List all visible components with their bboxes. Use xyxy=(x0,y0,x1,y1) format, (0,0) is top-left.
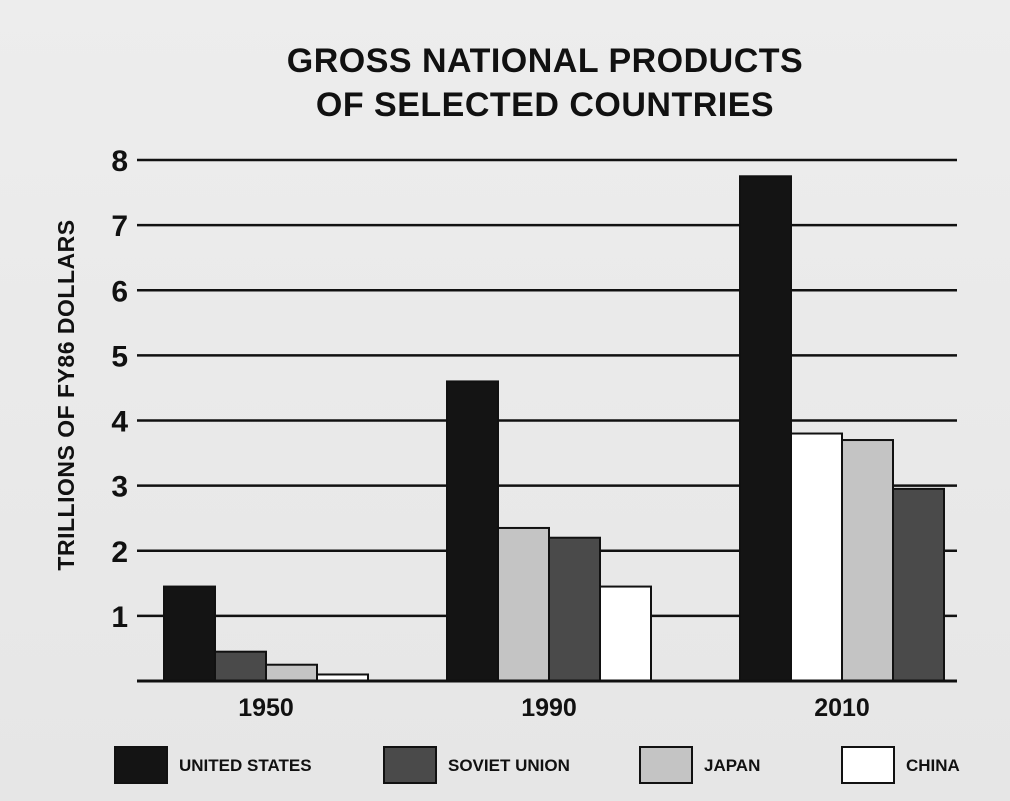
y-tick-label-8: 8 xyxy=(111,145,128,178)
y-axis-label: TRILLIONS OF FY86 DOLLARS xyxy=(53,219,79,570)
y-tick-label-5: 5 xyxy=(111,340,128,373)
legend: UNITED STATES SOVIET UNION JAPAN CHINA xyxy=(114,746,960,784)
y-tick-label-3: 3 xyxy=(111,471,128,504)
legend-label-china: CHINA xyxy=(906,756,960,775)
bar-2010-japan xyxy=(841,439,894,682)
x-category-label-1990: 1990 xyxy=(521,694,577,722)
bar-1990-japan xyxy=(497,526,550,682)
legend-swatch-china xyxy=(841,746,895,784)
bar-1950-japan xyxy=(265,663,318,682)
legend-label-soviet-union: SOVIET UNION xyxy=(448,756,570,775)
bar-2010-china xyxy=(790,432,843,682)
chart-title-line-1: GROSS NATIONAL PRODUCTS xyxy=(287,42,804,80)
bar-1990-soviet-union xyxy=(548,536,601,682)
y-tick-label-4: 4 xyxy=(111,406,128,439)
y-tick-label-1: 1 xyxy=(111,601,128,634)
bars xyxy=(163,175,945,682)
bar-1990-china xyxy=(599,585,652,682)
chart-title: GROSS NATIONAL PRODUCTS OF SELECTED COUN… xyxy=(287,42,804,124)
x-axis-categories: 1950 1990 2010 xyxy=(238,694,870,722)
y-tick-label-2: 2 xyxy=(111,536,128,569)
legend-label-united-states: UNITED STATES xyxy=(179,756,312,775)
y-tick-label-6: 6 xyxy=(111,275,128,308)
y-axis-ticks: 1 2 3 4 5 6 7 8 xyxy=(111,145,128,634)
bar-1950-soviet-union xyxy=(214,650,267,682)
x-category-label-1950: 1950 xyxy=(238,694,294,722)
y-tick-label-7: 7 xyxy=(111,210,128,243)
bar-1950-united-states xyxy=(163,585,216,682)
bar-1990-united-states xyxy=(446,380,499,682)
chart-title-line-2: OF SELECTED COUNTRIES xyxy=(316,86,774,124)
legend-swatch-united-states xyxy=(114,746,168,784)
legend-swatch-japan xyxy=(639,746,693,784)
gridlines xyxy=(137,158,957,618)
bar-2010-soviet-union xyxy=(892,487,945,682)
legend-label-japan: JAPAN xyxy=(704,756,760,775)
legend-swatch-soviet-union xyxy=(383,746,437,784)
x-category-label-2010: 2010 xyxy=(814,694,870,722)
bar-2010-united-states xyxy=(739,175,792,682)
